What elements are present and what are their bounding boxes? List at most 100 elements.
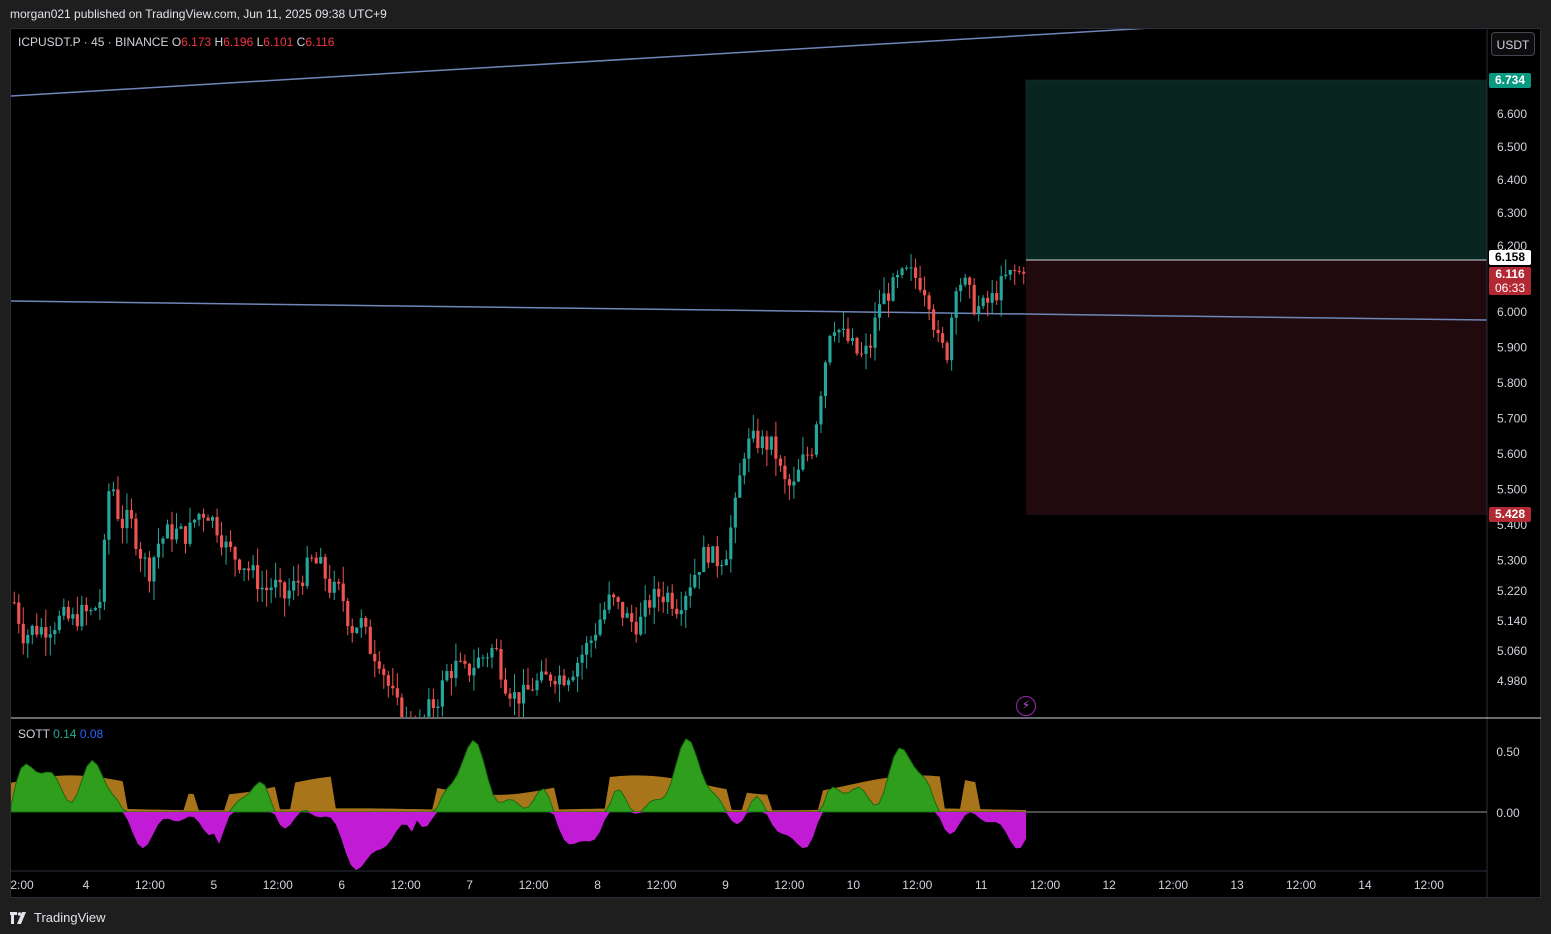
candle-body — [643, 600, 647, 617]
candle-body — [111, 489, 115, 492]
tradingview-logo-icon — [10, 911, 26, 924]
candle-body — [679, 610, 683, 615]
candle-body — [612, 594, 616, 598]
candle-body — [368, 626, 372, 654]
candle-body — [161, 538, 165, 544]
candle-body — [328, 578, 332, 593]
candle-body — [251, 565, 255, 571]
price-tick-7: 5.900 — [1497, 341, 1527, 355]
candle-body — [963, 277, 967, 285]
open-label: O — [171, 35, 182, 49]
candle-body — [120, 518, 124, 529]
price-tick-1: 6.600 — [1497, 107, 1527, 121]
candle-body — [810, 454, 814, 456]
candle-body — [625, 613, 629, 618]
candle-body — [814, 424, 819, 455]
candle-body — [102, 539, 106, 602]
candle-body — [995, 293, 999, 301]
stop-loss-zone[interactable] — [1026, 260, 1487, 515]
candle-body — [553, 680, 557, 685]
candle-body — [760, 436, 764, 448]
candle-body — [98, 601, 102, 609]
candle-body — [269, 587, 273, 591]
time-axis[interactable]: 2:00 4 12:00 5 12:00 6 12:00 7 12:00 8 12:00 9 12:00… — [10, 878, 1444, 892]
candle-body — [598, 619, 602, 635]
candle-body — [841, 328, 846, 330]
candle-body — [566, 680, 571, 686]
candle-body — [539, 671, 544, 681]
candle-body — [945, 342, 949, 361]
candle-body — [715, 546, 719, 567]
price-tick-6: 6.000 — [1497, 305, 1527, 319]
candle-body — [850, 337, 855, 341]
candle-body — [968, 277, 972, 285]
low-value: 6.101 — [263, 35, 294, 49]
candle-body — [508, 693, 512, 699]
currency-button[interactable]: USDT — [1491, 32, 1535, 56]
indicator-tick-050: 0.50 — [1496, 745, 1520, 759]
time-tick-14: 12:00 — [902, 878, 932, 892]
take-profit-zone[interactable] — [1025, 79, 1488, 261]
candle-body — [927, 295, 931, 310]
candle-body — [405, 718, 408, 725]
candle-body — [301, 582, 305, 587]
candle-body — [548, 674, 553, 681]
candle-body — [805, 454, 810, 456]
sott-name[interactable]: SOTT — [18, 727, 50, 741]
candle-body — [57, 615, 61, 631]
sott-legend[interactable]: SOTT 0.14 0.08 — [18, 727, 103, 741]
candle-body — [66, 606, 70, 619]
candle-body — [684, 595, 688, 611]
candle-body — [877, 304, 882, 318]
candle-body — [436, 706, 440, 709]
candle-body — [999, 276, 1003, 301]
candle-body — [332, 581, 336, 593]
symbol-legend[interactable]: ICPUSDT.P · 45 · BINANCE O6.173 H6.196 L… — [18, 35, 334, 49]
candle-body — [756, 430, 760, 448]
time-tick-21: 14 — [1358, 878, 1372, 892]
price-axis[interactable]: 6.7006.6006.5006.4006.3006.2006.0005.900… — [1497, 74, 1527, 688]
candle-body — [355, 627, 359, 633]
candle-body — [1017, 270, 1021, 272]
price-tick-11: 5.500 — [1497, 483, 1527, 497]
candle-body — [706, 546, 710, 563]
candle-body — [1022, 271, 1026, 274]
candle-body — [630, 613, 634, 622]
candle-body — [503, 679, 508, 694]
candle-body — [323, 556, 327, 579]
candle-body — [742, 458, 746, 476]
upper-trendline[interactable] — [11, 28, 1150, 97]
candle-body — [427, 699, 431, 717]
candle-body — [652, 588, 656, 608]
candle-body — [206, 517, 210, 521]
candles — [12, 254, 1026, 725]
candle-body — [179, 526, 183, 529]
candle-body — [89, 610, 93, 612]
symbol-name[interactable]: ICPUSDT.P · 45 · BINANCE — [18, 35, 169, 49]
candle-body — [648, 600, 652, 608]
candle-body — [832, 332, 837, 336]
lightning-icon[interactable]: ⚡ — [1016, 696, 1036, 716]
candle-body — [494, 648, 499, 650]
candle-body — [1013, 270, 1017, 272]
candle-body — [156, 543, 161, 558]
candle-body — [224, 541, 228, 548]
candle-body — [210, 517, 215, 521]
candle-body — [886, 293, 891, 301]
candle-body — [981, 297, 985, 307]
support-trendline[interactable] — [10, 300, 1488, 321]
tradingview-brand[interactable]: TradingView — [10, 910, 106, 925]
candle-body — [765, 436, 769, 450]
candle-body — [228, 541, 233, 548]
candle-body — [787, 479, 791, 486]
time-tick-7: 7 — [466, 878, 473, 892]
candle-body — [594, 634, 598, 641]
candle-body — [292, 580, 296, 591]
time-tick-13: 10 — [847, 878, 861, 892]
price-tick-16: 5.060 — [1497, 644, 1527, 658]
candle-body — [526, 684, 530, 690]
candle-body — [125, 509, 129, 529]
candle-body — [377, 661, 381, 669]
candle-body — [589, 640, 593, 643]
